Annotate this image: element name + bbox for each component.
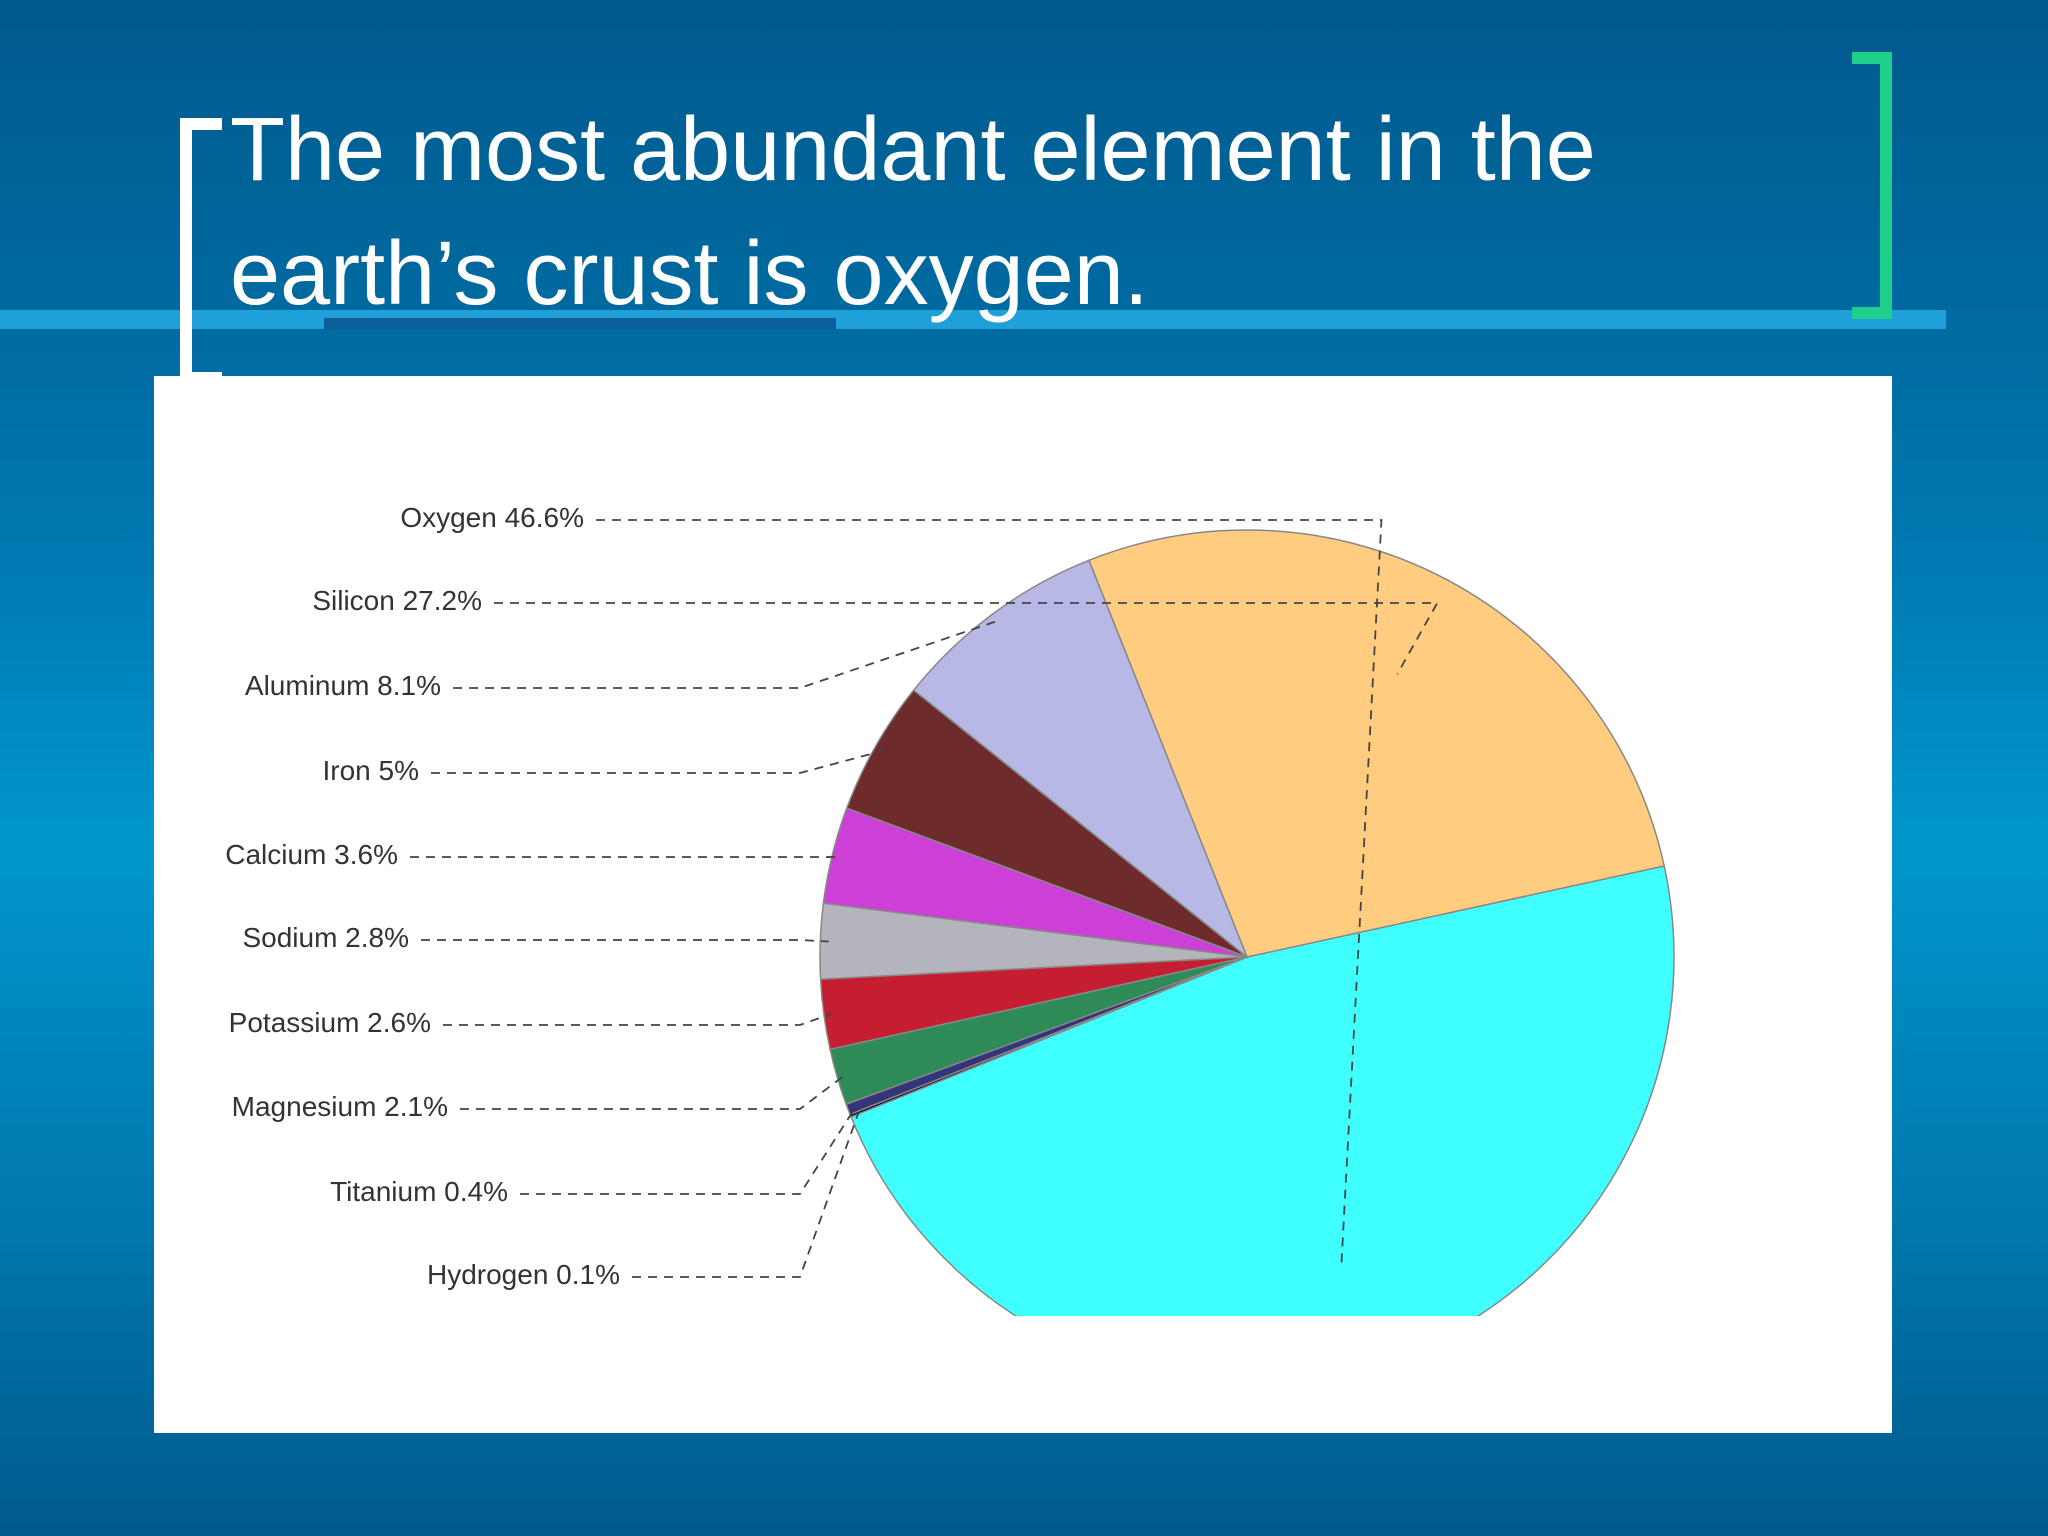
category-name: Hydrogen <box>427 1259 548 1290</box>
pie <box>819 529 1675 1316</box>
slice-label: Magnesium 2.1% <box>232 1091 448 1122</box>
category-name: Calcium <box>225 839 326 870</box>
header-band-dark <box>324 318 836 329</box>
slice-label: Sodium 2.8% <box>242 922 409 953</box>
slice-label: Potassium 2.6% <box>229 1007 431 1038</box>
leader-line <box>632 1112 860 1278</box>
value-label: 8.1% <box>377 670 441 701</box>
slice-label: Iron 5% <box>323 755 420 786</box>
pie-slice <box>1087 529 1666 958</box>
category-name: Potassium <box>229 1007 360 1038</box>
leader-line <box>520 1105 857 1195</box>
slice-label: Hydrogen 0.1% <box>427 1259 620 1290</box>
category-name: Oxygen <box>400 502 497 533</box>
leader-line <box>421 939 829 943</box>
value-label: 46.6% <box>505 502 584 533</box>
leader-line <box>494 602 1439 675</box>
value-label: 5% <box>379 755 419 786</box>
leader-line <box>443 1012 833 1026</box>
pie-slice <box>912 559 1249 960</box>
category-name: Aluminum <box>245 670 369 701</box>
value-label: 2.6% <box>367 1007 431 1038</box>
category-name: Sodium <box>242 922 337 953</box>
leader-line <box>596 519 1383 1264</box>
slice-label: Oxygen 46.6% <box>400 502 584 533</box>
slice-label: Titanium 0.4% <box>330 1176 508 1207</box>
value-label: 0.1% <box>556 1259 620 1290</box>
pie-slice <box>850 865 1675 1316</box>
category-name: Iron <box>323 755 371 786</box>
value-label: 27.2% <box>403 585 482 616</box>
value-label: 0.4% <box>444 1176 508 1207</box>
slice-label: Silicon 27.2% <box>312 585 482 616</box>
category-name: Magnesium <box>232 1091 377 1122</box>
slice-label: Aluminum 8.1% <box>245 670 441 701</box>
slide-title: The most abundant element in the earth’s… <box>230 100 1596 324</box>
slice-label: Calcium 3.6% <box>225 839 398 870</box>
category-name: Silicon <box>312 585 394 616</box>
value-label: 2.1% <box>384 1091 448 1122</box>
leader-line <box>431 749 884 774</box>
leader-line <box>460 1073 846 1110</box>
leader-line <box>453 619 999 689</box>
right-bracket <box>1852 52 1892 319</box>
value-label: 2.8% <box>345 922 409 953</box>
category-name: Titanium <box>330 1176 436 1207</box>
value-label: 3.6% <box>334 839 398 870</box>
